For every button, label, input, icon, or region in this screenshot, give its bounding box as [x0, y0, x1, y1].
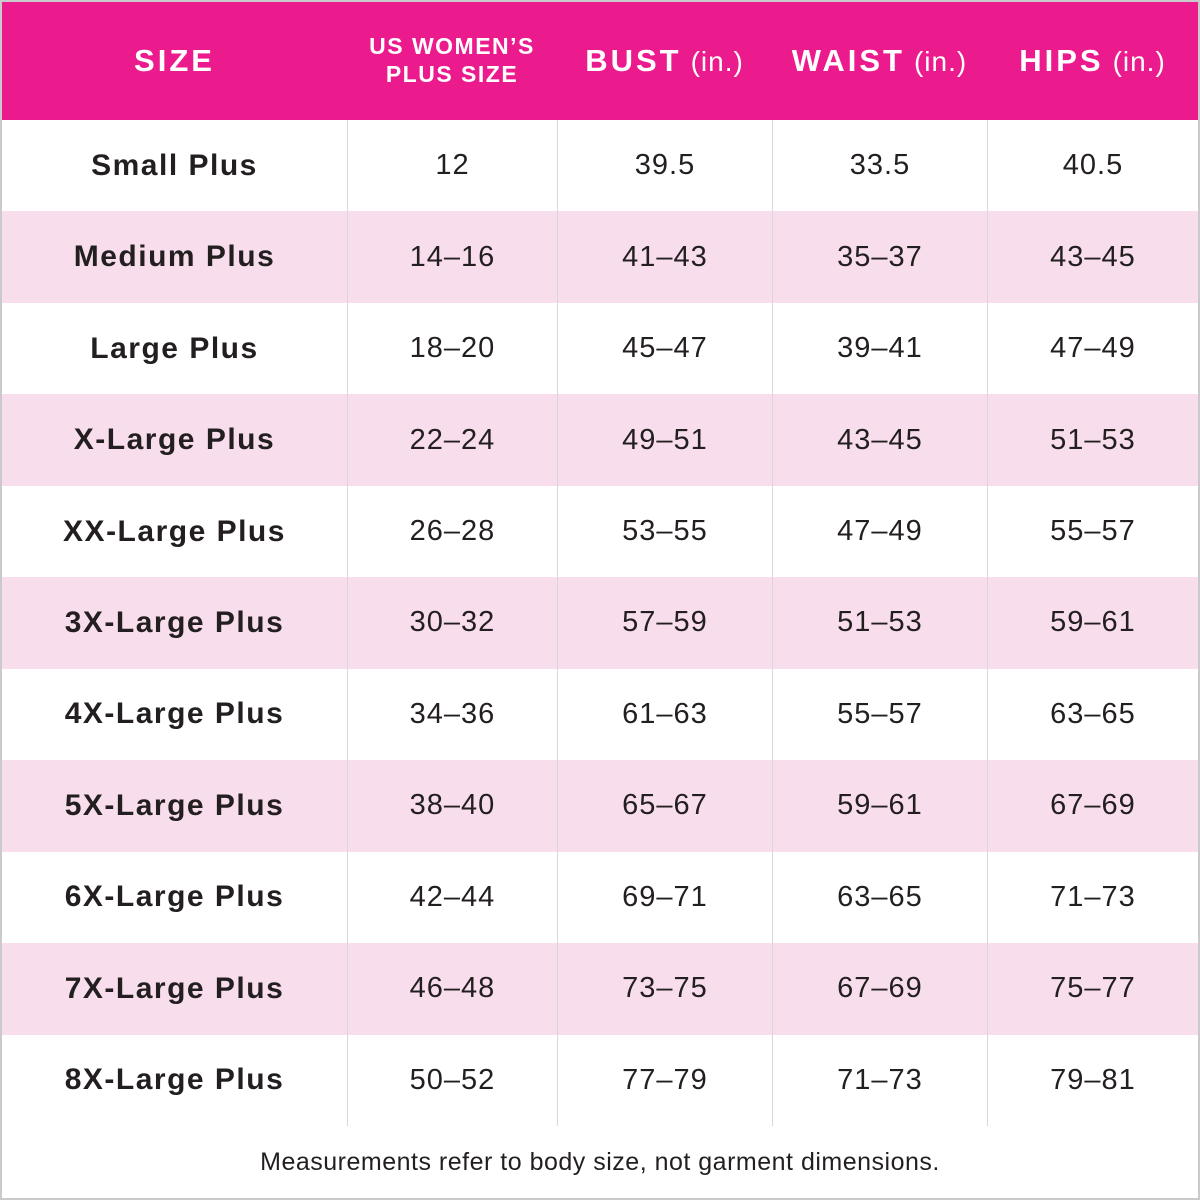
column-header-hips-unit: (in.) [1112, 46, 1166, 78]
column-header-us-plus-size-line2: PLUS SIZE [385, 61, 519, 87]
us-plus-size-cell: 18–20 [347, 302, 557, 395]
size-cell: 6X-Large Plus [64, 880, 285, 914]
us-plus-size-cell: 14–16 [347, 211, 557, 303]
footnote: Measurements refer to body size, not gar… [2, 1126, 1198, 1198]
column-header-waist: WAIST (in.) [772, 2, 987, 120]
bust-cell: 73–75 [557, 943, 772, 1035]
waist-cell: 43–45 [772, 394, 987, 486]
waist-cell: 71–73 [772, 1034, 987, 1126]
column-header-us-plus-size-line1: US WOMEN’S [369, 33, 535, 60]
table-row: 7X-Large Plus 46–48 73–75 67–69 75–77 [2, 943, 1198, 1035]
bust-cell: 49–51 [557, 394, 772, 486]
table-row: 5X-Large Plus 38–40 65–67 59–61 67–69 [2, 760, 1198, 852]
size-cell: Small Plus [91, 148, 258, 182]
bust-cell: 69–71 [557, 851, 772, 944]
waist-cell: 51–53 [772, 577, 987, 669]
table-row: 4X-Large Plus 34–36 61–63 55–57 63–65 [2, 668, 1198, 761]
bust-cell: 77–79 [557, 1034, 772, 1126]
us-plus-size-cell: 34–36 [347, 668, 557, 761]
column-header-us-plus-size: US WOMEN’S PLUS SIZE [347, 2, 557, 120]
waist-cell: 35–37 [772, 211, 987, 303]
waist-cell: 39–41 [772, 302, 987, 395]
size-cell: 5X-Large Plus [64, 788, 285, 822]
hips-cell: 71–73 [987, 851, 1198, 944]
bust-cell: 61–63 [557, 668, 772, 761]
size-cell: 3X-Large Plus [64, 605, 285, 639]
us-plus-size-cell: 38–40 [347, 760, 557, 852]
waist-cell: 59–61 [772, 760, 987, 852]
hips-cell: 63–65 [987, 668, 1198, 761]
table-row: 3X-Large Plus 30–32 57–59 51–53 59–61 [2, 577, 1198, 669]
hips-cell: 51–53 [987, 394, 1198, 486]
bust-cell: 65–67 [557, 760, 772, 852]
us-plus-size-cell: 12 [347, 120, 557, 212]
us-plus-size-cell: 22–24 [347, 394, 557, 486]
us-plus-size-cell: 42–44 [347, 851, 557, 944]
hips-cell: 55–57 [987, 485, 1198, 578]
hips-cell: 47–49 [987, 302, 1198, 395]
waist-cell: 33.5 [772, 120, 987, 212]
us-plus-size-cell: 50–52 [347, 1034, 557, 1126]
size-cell: Medium Plus [73, 240, 276, 274]
table-row: X-Large Plus 22–24 49–51 43–45 51–53 [2, 394, 1198, 486]
bust-cell: 45–47 [557, 302, 772, 395]
column-header-bust: BUST (in.) [557, 2, 772, 120]
bust-cell: 57–59 [557, 577, 772, 669]
us-plus-size-cell: 30–32 [347, 577, 557, 669]
size-cell: X-Large Plus [73, 423, 276, 457]
table-row: 6X-Large Plus 42–44 69–71 63–65 71–73 [2, 851, 1198, 944]
table-body: Small Plus 12 39.5 33.5 40.5 Medium Plus… [2, 120, 1198, 1126]
table-row: Medium Plus 14–16 41–43 35–37 43–45 [2, 211, 1198, 303]
column-header-bust-unit: (in.) [690, 46, 744, 78]
us-plus-size-cell: 26–28 [347, 485, 557, 578]
hips-cell: 59–61 [987, 577, 1198, 669]
hips-cell: 67–69 [987, 760, 1198, 852]
waist-cell: 55–57 [772, 668, 987, 761]
waist-cell: 67–69 [772, 943, 987, 1035]
hips-cell: 79–81 [987, 1034, 1198, 1126]
column-header-waist-label: WAIST [791, 43, 905, 79]
hips-cell: 43–45 [987, 211, 1198, 303]
size-cell: Large Plus [90, 331, 259, 365]
column-header-waist-unit: (in.) [913, 46, 968, 78]
hips-cell: 40.5 [987, 120, 1198, 212]
table-row: Large Plus 18–20 45–47 39–41 47–49 [2, 302, 1198, 395]
hips-cell: 75–77 [987, 943, 1198, 1035]
bust-cell: 53–55 [557, 485, 772, 578]
table-row: XX-Large Plus 26–28 53–55 47–49 55–57 [2, 485, 1198, 578]
bust-cell: 41–43 [557, 211, 772, 303]
size-cell: 7X-Large Plus [64, 971, 285, 1005]
waist-cell: 47–49 [772, 485, 987, 578]
table-row: 8X-Large Plus 50–52 77–79 71–73 79–81 [2, 1034, 1198, 1126]
column-header-size: SIZE [2, 2, 347, 120]
us-plus-size-cell: 46–48 [347, 943, 557, 1035]
size-cell: 8X-Large Plus [64, 1063, 285, 1097]
table-row: Small Plus 12 39.5 33.5 40.5 [2, 120, 1198, 212]
column-header-hips: HIPS (in.) [987, 2, 1198, 120]
bust-cell: 39.5 [557, 120, 772, 212]
size-cell: XX-Large Plus [63, 514, 286, 548]
table-header: SIZE US WOMEN’S PLUS SIZE BUST (in.) WAI… [2, 2, 1198, 120]
column-header-hips-label: HIPS [1019, 43, 1104, 79]
column-header-size-label: SIZE [134, 43, 215, 79]
footnote-text: Measurements refer to body size, not gar… [260, 1147, 940, 1176]
size-cell: 4X-Large Plus [64, 697, 285, 731]
waist-cell: 63–65 [772, 851, 987, 944]
column-header-bust-label: BUST [585, 43, 682, 79]
